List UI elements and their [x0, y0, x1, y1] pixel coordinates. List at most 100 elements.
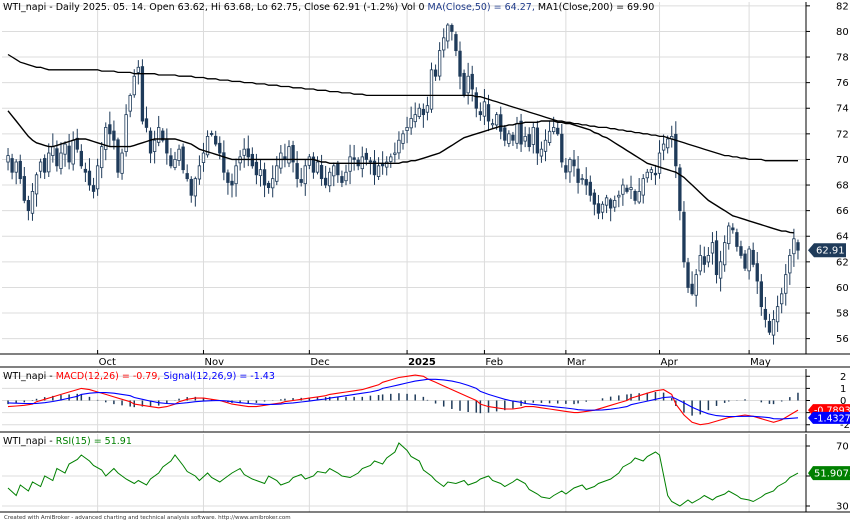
candle-bull	[393, 152, 397, 155]
candle-bear	[364, 152, 369, 160]
candle-bull	[617, 194, 621, 198]
candle-bear	[690, 283, 694, 295]
candle-bear	[246, 148, 250, 158]
candle-bull	[348, 156, 352, 172]
candle-bull	[104, 127, 108, 150]
candle-bull	[629, 187, 633, 190]
candle-bear	[323, 177, 328, 186]
candle-bull	[747, 248, 751, 272]
candle-bull	[539, 148, 544, 157]
candle-bull	[490, 123, 495, 126]
candle-bear	[458, 50, 462, 77]
candle-bull	[30, 191, 35, 214]
candle-bear	[336, 162, 340, 176]
x-tick-label: 2025	[408, 357, 436, 368]
candle-bear	[295, 163, 299, 180]
candle-bull	[6, 155, 10, 163]
candle-bull	[376, 165, 381, 177]
candle-bull	[771, 319, 776, 336]
rsi-header-rsi: RSI(15) = 51.91	[56, 436, 132, 447]
price-tick-label: 80	[836, 27, 849, 38]
candle-bull	[437, 50, 442, 77]
candle-bear	[454, 34, 458, 52]
candle-bear	[686, 262, 690, 288]
x-tick-label: Feb	[485, 357, 503, 368]
candle-bear	[161, 130, 165, 141]
price-tick-label: 72	[836, 129, 849, 140]
candle-bull	[344, 171, 348, 182]
candle-bear	[352, 157, 356, 160]
candle-bull	[698, 255, 702, 272]
macd-lines	[7, 374, 799, 426]
macd-header: WTI_napi - MACD(12,26) = -0.79, Signal(1…	[3, 371, 275, 382]
candle-bear	[43, 158, 47, 173]
candle-bull	[417, 107, 421, 117]
candle-bear	[633, 190, 637, 201]
macd-header-prefix: WTI_napi -	[3, 371, 56, 382]
candle-bull	[405, 127, 409, 131]
candle-bull	[637, 191, 641, 203]
candle-bear	[67, 145, 71, 163]
candle-bull	[120, 152, 124, 174]
candle-bear	[55, 148, 59, 167]
candle-bear	[478, 111, 483, 116]
price-last-label: 62.91	[816, 246, 845, 257]
candle-bear	[564, 165, 568, 173]
candle-bull	[385, 161, 389, 168]
candle-bull	[157, 127, 161, 143]
candle-bear	[87, 170, 92, 186]
candle-bear	[311, 156, 316, 173]
candle-bull	[173, 159, 177, 168]
x-tick-label: Nov	[204, 357, 224, 368]
candle-bull	[649, 169, 654, 173]
x-tick-label: Apr	[661, 357, 679, 368]
candle-bear	[588, 181, 592, 196]
candle-bull	[136, 66, 140, 73]
candle-bull	[551, 127, 556, 133]
price-candles	[6, 23, 800, 345]
macd-last-label: -0.789317	[814, 406, 850, 417]
candle-bull	[482, 101, 487, 117]
candle-bear	[144, 118, 149, 128]
x-axis: Oct Nov Dec 2025 Feb Mar Apr May	[97, 350, 771, 368]
price-axis: 56 58 60 62 64 66 68 70 72 74 76 78 80 82 62.91	[805, 1, 849, 354]
rsi-lines	[7, 442, 799, 507]
macd-header-signal: Signal(12,26,9) = -1.43	[163, 371, 274, 382]
candle-bear	[18, 160, 22, 180]
candle-bear	[535, 127, 540, 154]
candle-bull	[47, 152, 51, 173]
candle-bull	[788, 255, 792, 274]
candle-bear	[625, 187, 629, 192]
candle-bear	[596, 203, 601, 214]
candle-bull	[279, 152, 283, 169]
candle-bear	[474, 92, 478, 109]
signal-last-label: -1.4327	[814, 413, 850, 424]
candle-bear	[209, 133, 214, 135]
candle-bear	[433, 69, 438, 77]
candle-bull	[727, 225, 731, 244]
candle-bull	[494, 114, 499, 126]
rsi-header-prefix: WTI_napi -	[3, 436, 56, 447]
price-header-ma200: MA1(Close,200) = 69.90	[538, 2, 654, 13]
candle-bear	[702, 256, 706, 265]
candle-bear	[470, 73, 474, 90]
candle-bull	[328, 171, 332, 187]
candle-bull	[613, 199, 617, 208]
candle-bull	[401, 133, 405, 144]
candle-bear	[678, 167, 682, 212]
candle-bear	[22, 176, 26, 201]
candle-bear	[486, 104, 491, 122]
candle-bull	[621, 184, 625, 195]
price-header: WTI_napi - Daily 2025. 05. 14. Open 63.6…	[3, 2, 654, 13]
rsi-last-tag	[808, 466, 850, 481]
candle-bull	[409, 118, 413, 129]
price-tick-label: 70	[836, 155, 849, 166]
signal-line	[7, 378, 799, 420]
rsi-axis: 30507051.9073	[805, 434, 850, 513]
candle-bull	[397, 139, 401, 154]
candle-bull	[568, 159, 572, 173]
candle-bear	[91, 185, 96, 192]
candle-bear	[83, 168, 88, 173]
candle-bear	[185, 173, 189, 180]
